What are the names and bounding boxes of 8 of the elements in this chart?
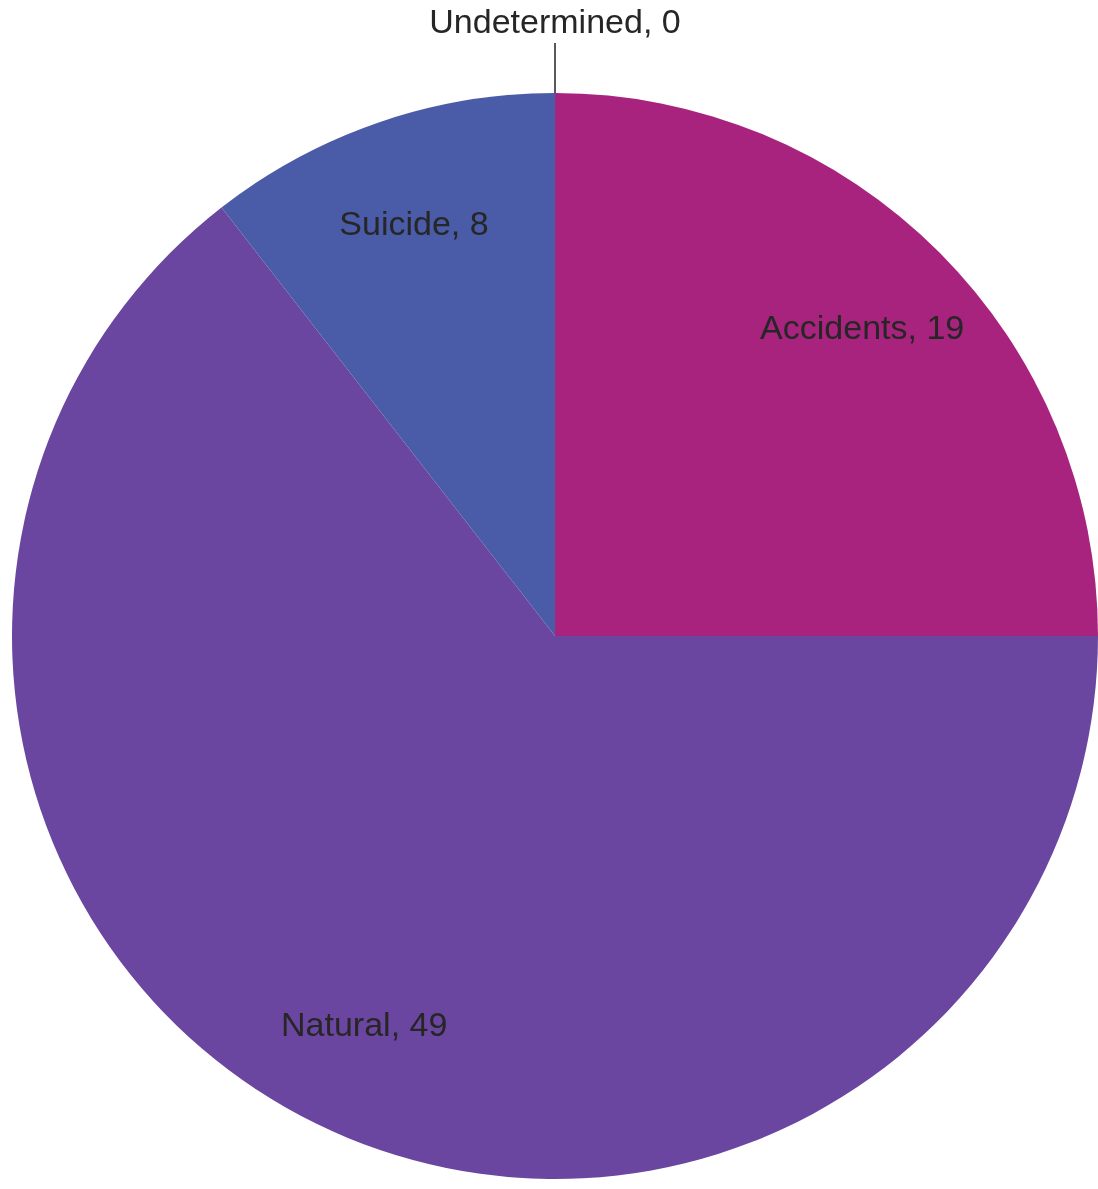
slice-label: Suicide [339, 204, 451, 243]
category-label: Undetermined [429, 2, 643, 40]
slice-label: Accidents [760, 307, 908, 346]
text: , 0 [642, 2, 681, 40]
data-label: , 19 [907, 307, 965, 346]
data-label: , 8 [450, 204, 489, 243]
slice-label: Natural [281, 1005, 391, 1044]
data-label: , 49 [390, 1005, 448, 1044]
